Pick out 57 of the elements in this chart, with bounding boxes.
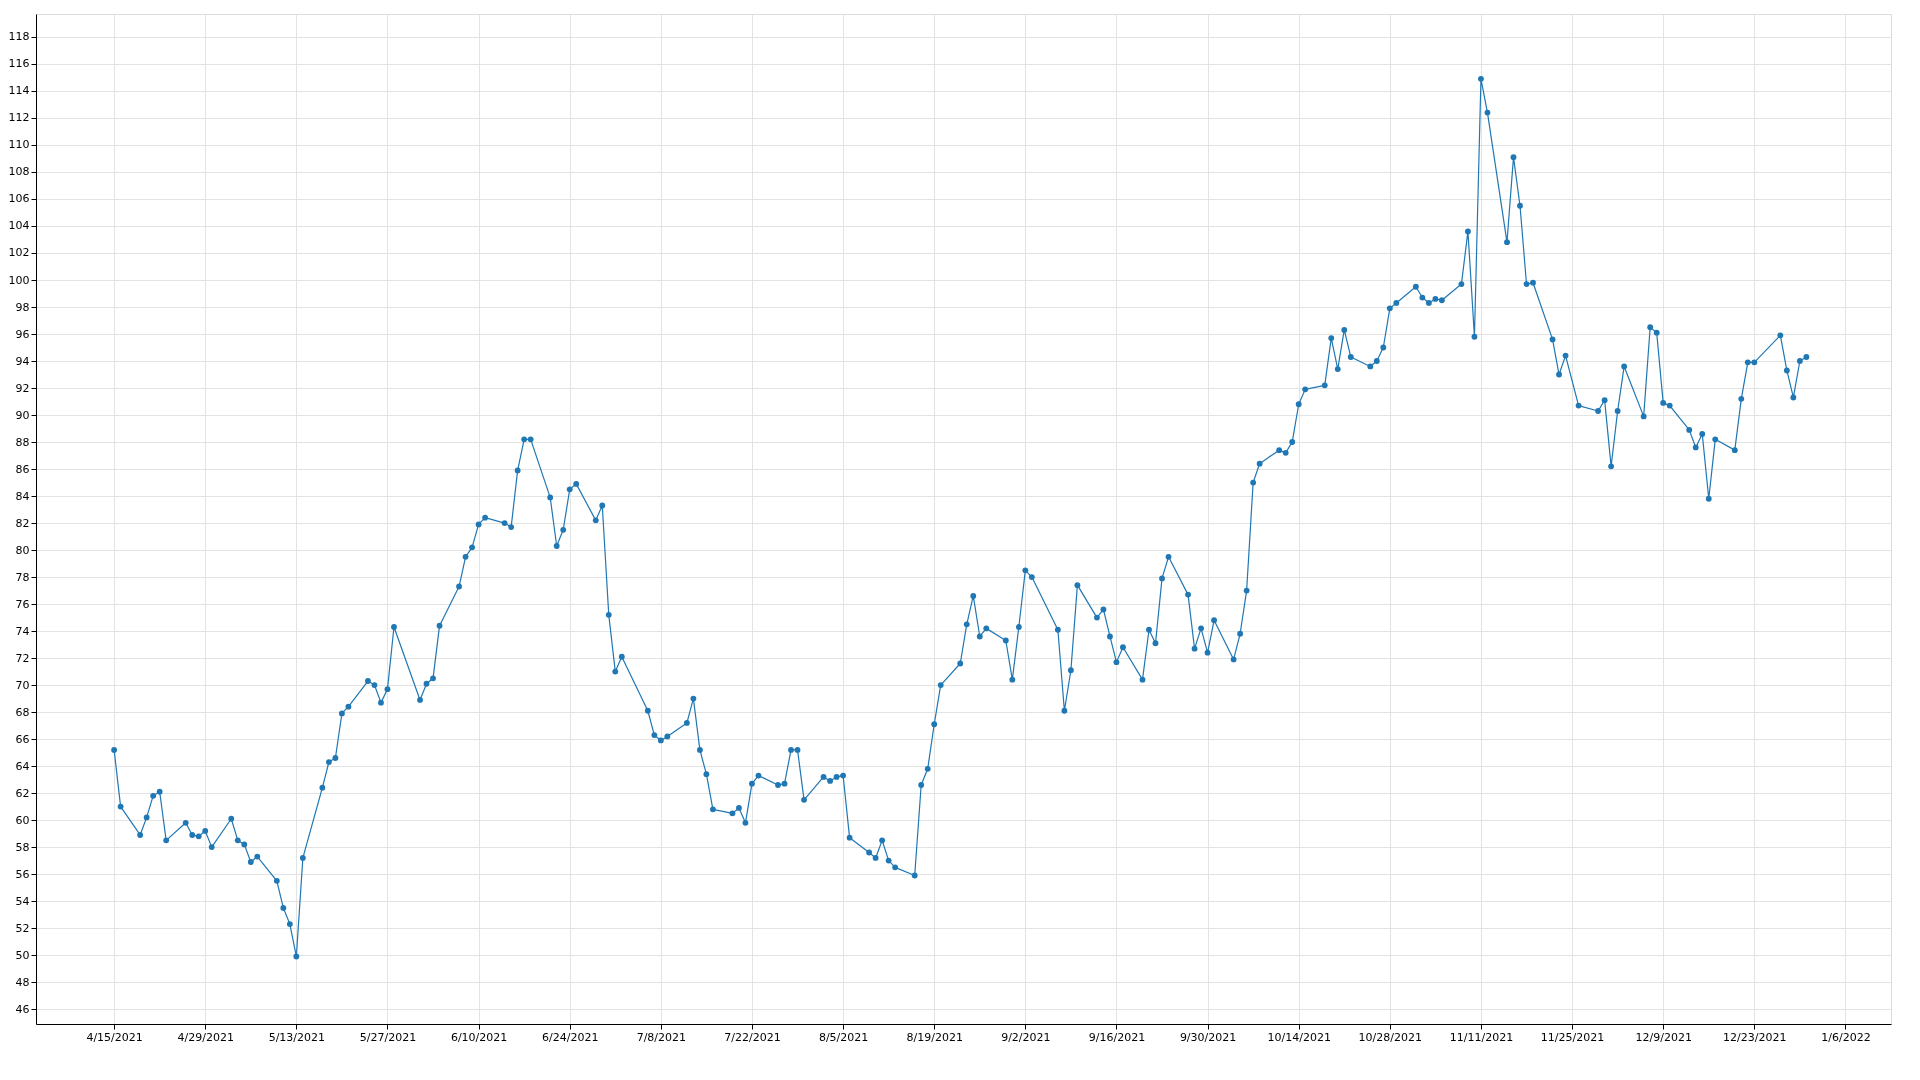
y-tick-label: 94 [15,354,30,368]
x-tick-label: 7/8/2021 [636,1030,687,1044]
x-tick-label: 8/19/2021 [906,1030,963,1044]
x-tick-label: 12/9/2021 [1635,1030,1692,1044]
y-tick-label: 86 [15,462,30,476]
y-tick-label: 84 [15,489,30,503]
y-tick-label: 78 [15,570,30,584]
y-tick-label: 88 [15,435,30,449]
y-tick-label: 62 [15,786,30,800]
y-tick-label: 64 [15,759,30,773]
y-tick-label: 70 [15,678,30,692]
y-tick-label: 80 [15,543,30,557]
x-tick-label: 11/11/2021 [1449,1030,1514,1044]
y-tick-label: 74 [15,624,30,638]
y-tick-label: 98 [15,300,30,314]
y-tick-label: 96 [15,327,30,341]
x-tick-label: 11/25/2021 [1540,1030,1605,1044]
x-tick-label: 6/24/2021 [542,1030,599,1044]
x-tick-label: 6/10/2021 [450,1030,508,1044]
y-tick-label: 58 [15,840,30,854]
y-tick-label: 114 [8,84,30,98]
x-tick-label: 4/15/2021 [86,1030,143,1044]
y-tick-label: 112 [8,111,30,125]
x-tick-label: 12/23/2021 [1723,1030,1787,1044]
x-tick-label: 5/27/2021 [359,1030,417,1044]
y-tick-label: 56 [15,867,30,881]
y-tick-label: 66 [15,732,30,746]
y-tick-label: 100 [8,273,30,287]
x-tick-label: 9/30/2021 [1179,1030,1237,1044]
y-tick-label: 52 [15,921,30,935]
y-tick-label: 90 [15,408,30,422]
y-tick-label: 82 [15,516,30,530]
y-tick-label: 54 [15,894,30,908]
y-tick-label: 108 [8,165,30,179]
x-tick-label: 10/14/2021 [1267,1030,1331,1044]
y-tick-label: 102 [8,246,30,260]
x-tick-label: 1/6/2022 [1821,1030,1871,1044]
y-tick-label: 92 [15,381,30,395]
x-tick-label: 10/28/2021 [1358,1030,1423,1044]
y-tick-label: 116 [8,57,30,71]
y-tick-label: 60 [15,813,30,827]
x-tick-label: 4/29/2021 [177,1030,234,1044]
y-tick-label: 46 [15,1002,30,1016]
x-tick-label: 5/13/2021 [268,1030,326,1044]
y-tick-label: 72 [15,651,30,665]
x-tick-label: 7/22/2021 [724,1030,781,1044]
y-tick-label: 110 [8,138,30,152]
y-tick-label: 118 [8,30,30,44]
x-tick-label: 8/5/2021 [818,1030,869,1044]
y-tick-label: 76 [15,597,30,611]
x-tick-label: 9/2/2021 [1001,1030,1051,1044]
y-tick-label: 48 [15,975,30,989]
y-tick-label: 104 [8,219,30,233]
y-tick-label: 50 [15,948,30,962]
y-tick-label: 106 [8,192,30,206]
y-tick-label: 68 [15,705,30,719]
x-tick-label: 9/16/2021 [1088,1030,1146,1044]
